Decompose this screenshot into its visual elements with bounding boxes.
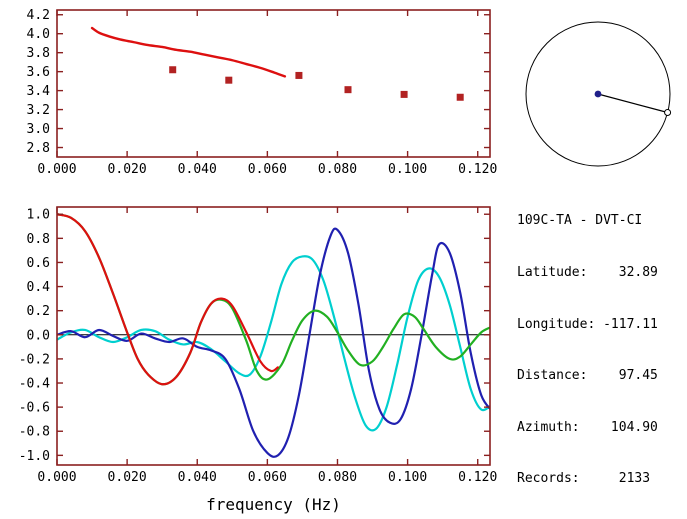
svg-text:4.0: 4.0 [27, 27, 50, 42]
svg-text:0.8: 0.8 [27, 232, 50, 247]
svg-text:0.100: 0.100 [388, 470, 427, 485]
svg-text:0.040: 0.040 [178, 162, 217, 177]
station-longitude: Longitude: -117.11 [517, 316, 658, 332]
station-info: 109C-TA - DVT-CI Latitude: 32.89 Longitu… [517, 178, 687, 519]
svg-text:-0.6: -0.6 [19, 401, 50, 416]
svg-text:0.120: 0.120 [458, 470, 497, 485]
station-distance: Distance: 97.45 [517, 368, 658, 384]
svg-text:0.060: 0.060 [248, 162, 287, 177]
svg-text:3.8: 3.8 [27, 46, 50, 61]
svg-text:0.000: 0.000 [37, 162, 76, 177]
svg-text:-0.4: -0.4 [19, 377, 50, 392]
svg-text:0.040: 0.040 [178, 470, 217, 485]
svg-text:0.120: 0.120 [458, 162, 497, 177]
svg-text:-0.2: -0.2 [19, 352, 50, 367]
svg-text:0.000: 0.000 [37, 470, 76, 485]
svg-text:frequency (Hz): frequency (Hz) [206, 495, 341, 514]
station-records: Records: 2133 [517, 471, 651, 487]
svg-text:0.2: 0.2 [27, 304, 50, 319]
svg-text:2.8: 2.8 [27, 141, 50, 156]
svg-text:-0.8: -0.8 [19, 425, 50, 440]
svg-text:0.6: 0.6 [27, 256, 50, 271]
svg-text:0.020: 0.020 [108, 162, 147, 177]
svg-text:-1.0: -1.0 [19, 449, 50, 464]
station-pair-title: 109C-TA - DVT-CI [517, 213, 643, 229]
dispersion-chart: 0.000 0.020 0.040 0.060 0.080 0.100 0.120 2.8 3.… [27, 8, 498, 177]
svg-text:0.080: 0.080 [318, 162, 357, 177]
svg-text:0.100: 0.100 [388, 162, 427, 177]
svg-text:3.6: 3.6 [27, 65, 50, 80]
station-azimuth: Azimuth: 104.90 [517, 419, 658, 435]
azimuth-diagram [525, 21, 672, 167]
svg-text:3.2: 3.2 [27, 103, 50, 118]
svg-text:4.2: 4.2 [27, 8, 50, 23]
svg-text:0.080: 0.080 [318, 470, 357, 485]
svg-text:0.4: 0.4 [27, 280, 51, 295]
svg-text:0.060: 0.060 [248, 470, 287, 485]
svg-text:0.0: 0.0 [27, 328, 50, 343]
svg-text:3.0: 3.0 [27, 122, 50, 137]
svg-text:0.020: 0.020 [108, 470, 147, 485]
waveform-chart: 0.000 0.020 0.040 0.060 0.080 0.100 0.120 -1.0 -… [19, 206, 497, 514]
svg-text:1.0: 1.0 [27, 208, 50, 223]
station-latitude: Latitude: 32.89 [517, 265, 658, 281]
svg-text:3.4: 3.4 [27, 84, 51, 99]
